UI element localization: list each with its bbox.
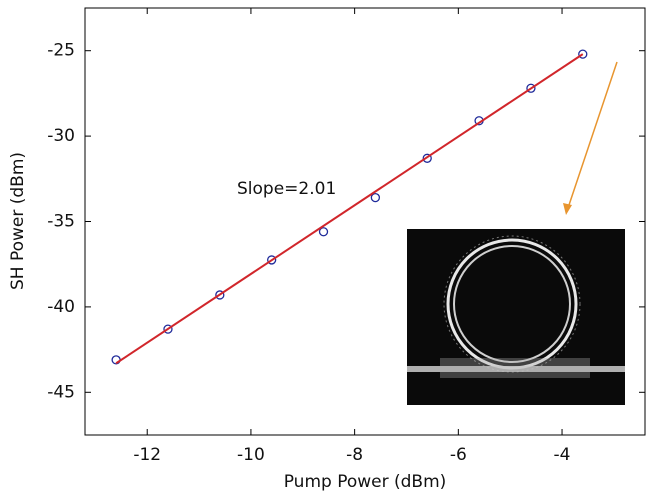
y-tick-label: -40 — [47, 297, 75, 317]
x-tick-label: -10 — [237, 445, 265, 465]
data-point — [578, 49, 588, 59]
x-axis-label: Pump Power (dBm) — [284, 472, 447, 492]
data-point — [267, 255, 277, 265]
data-point — [526, 83, 536, 93]
y-tick-label: -30 — [47, 126, 75, 146]
y-tick-label: -35 — [47, 212, 75, 232]
annotation: Slope=2.01 — [237, 179, 336, 199]
x-tick-label: -8 — [346, 445, 363, 465]
data-point — [422, 153, 432, 163]
data-point — [215, 290, 225, 300]
inset-image — [407, 229, 625, 405]
y-axis-label: SH Power (dBm) — [8, 152, 28, 290]
y-tick-label: -25 — [47, 41, 75, 61]
data-point — [163, 324, 173, 334]
data-point — [370, 192, 381, 203]
arrow — [563, 61, 618, 215]
x-tick-label: -12 — [133, 445, 161, 465]
x-tick-label: -6 — [450, 445, 467, 465]
data-point — [318, 227, 329, 237]
x-tick-label: -4 — [554, 445, 571, 465]
fit-line — [115, 53, 584, 365]
y-tick-label: -45 — [47, 382, 75, 402]
